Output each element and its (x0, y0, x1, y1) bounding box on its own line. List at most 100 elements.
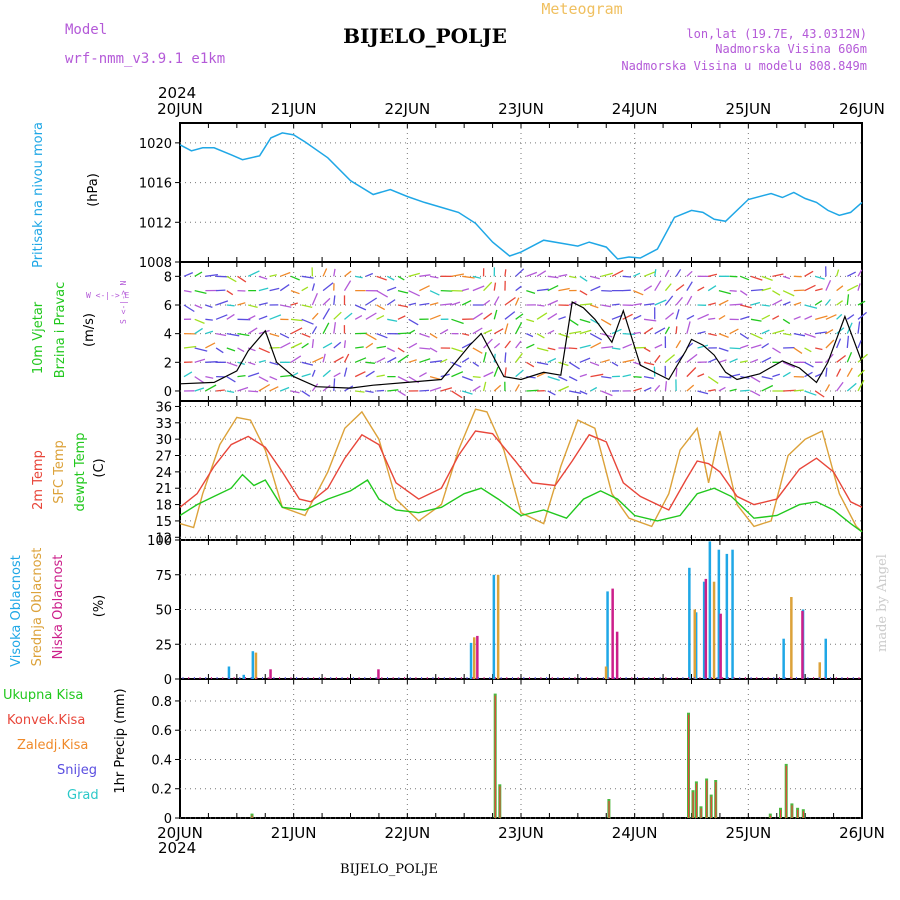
wind-arrow (825, 384, 831, 392)
wind-arrow (847, 284, 859, 292)
wind-arrow (365, 312, 377, 320)
wind-arrow (708, 333, 717, 337)
wind-label-1: 10m Vjetar (31, 301, 46, 374)
y-tick-label: 0 (164, 385, 172, 400)
wind-arrow (397, 347, 405, 353)
wind-arrow (365, 272, 374, 277)
wind-arrow (194, 376, 205, 384)
wind-arrow (429, 314, 441, 320)
wind-arrow (504, 323, 509, 334)
wind-arrow (387, 389, 399, 392)
wind-arrow (322, 342, 333, 349)
wind-arrow (301, 318, 314, 325)
wind-arrow (258, 302, 268, 306)
wind-arrow (376, 345, 387, 349)
y-tick-label: 75 (155, 569, 172, 584)
wind-arrow (504, 311, 516, 320)
wind-arrow (280, 386, 290, 392)
wind-arrow (440, 358, 448, 363)
x-tick-label-top: 23JUN (498, 100, 544, 118)
wind-arrow (482, 381, 487, 392)
wind-arrow (515, 352, 523, 363)
wind-arrow (472, 285, 485, 292)
high-cloud-bar (824, 638, 827, 679)
y-tick-label: 15 (155, 515, 172, 530)
high-cloud-bar (694, 612, 698, 679)
wind-arrow (258, 383, 271, 392)
wind-arrow (311, 312, 319, 320)
y-tick-label: 24 (155, 466, 172, 481)
wind-arrow (194, 347, 208, 352)
wind-arrow (194, 271, 203, 277)
wind-label-2: Brzina i Pravac (53, 282, 68, 379)
wind-arrow (269, 333, 280, 338)
wind-arrow (526, 343, 535, 349)
wind-arrow (194, 358, 206, 363)
wind-arrow (462, 333, 470, 336)
low-cloud-bar (615, 631, 619, 679)
wind-arrow (333, 268, 336, 277)
y-tick-label: 0 (164, 673, 172, 688)
wind-arrow (643, 285, 653, 292)
watermark: made by Angel (875, 554, 890, 652)
wind-arrow (793, 333, 806, 337)
wind-arrow (408, 318, 419, 326)
wind-arrow (301, 304, 313, 309)
wind-arrow (333, 341, 342, 349)
wind-arrow (290, 290, 300, 295)
wind-arrow (846, 351, 853, 363)
wind-arrow (579, 290, 588, 296)
high-cloud-bar (717, 549, 721, 679)
wind-arrow (376, 357, 386, 363)
wind-arrow (697, 344, 709, 349)
wind-arrow (312, 356, 324, 363)
wind-arrow (333, 311, 342, 320)
low-cloud-bar (801, 610, 804, 679)
wind-arrow (301, 373, 311, 378)
wind-arrow (536, 361, 549, 366)
wind-arrow (547, 299, 559, 306)
x-tick-label-bottom: 20JUN (157, 824, 203, 842)
wind-arrow (857, 283, 861, 291)
convective-rain-bar (780, 809, 782, 818)
wind-arrow (248, 390, 259, 393)
wind-arrow (804, 333, 816, 339)
convective-rain-bar (499, 786, 501, 818)
x-tick-label-bottom: 25JUN (725, 824, 771, 842)
wind-arrow (419, 389, 430, 392)
wind-arrow (590, 304, 599, 309)
wind-arrow (279, 342, 291, 349)
wind-arrow (558, 361, 569, 367)
wind-arrow (258, 275, 268, 280)
wind-arrow (590, 285, 601, 292)
wind-arrow (815, 315, 828, 320)
wind-arrow (601, 359, 610, 363)
convective-rain-bar (710, 796, 712, 818)
wind-arrow (772, 373, 780, 378)
wind-arrow (280, 271, 291, 277)
y-tick-label: 33 (155, 417, 172, 432)
wind-arrow (547, 347, 556, 351)
wind-arrow (675, 284, 685, 292)
meteogram-label: Meteogram (541, 0, 622, 18)
altitude-label: Nadmorska Visina 606m (715, 42, 867, 56)
wind-arrow (290, 275, 300, 281)
convective-rain-bar (251, 815, 253, 818)
wind-arrow (408, 272, 420, 277)
wind-arrow (740, 315, 750, 320)
wind-arrow (311, 369, 316, 377)
y-tick-label: 0.8 (151, 695, 172, 710)
mid-cloud-bar (254, 652, 258, 679)
wind-arrow (333, 378, 336, 392)
wind-arrow (526, 318, 535, 323)
wind-arrow (269, 314, 282, 320)
wind-arrow (461, 357, 470, 363)
low-cloud-bar (476, 635, 479, 679)
wind-arrow (547, 313, 558, 320)
wind-arrow (483, 312, 493, 320)
wind-arrow (718, 359, 727, 363)
wind-arrow (226, 290, 234, 296)
wind-arrow (483, 338, 493, 349)
x-tick-label-bottom: 26JUN (839, 824, 885, 842)
wind-arrow (461, 376, 473, 382)
